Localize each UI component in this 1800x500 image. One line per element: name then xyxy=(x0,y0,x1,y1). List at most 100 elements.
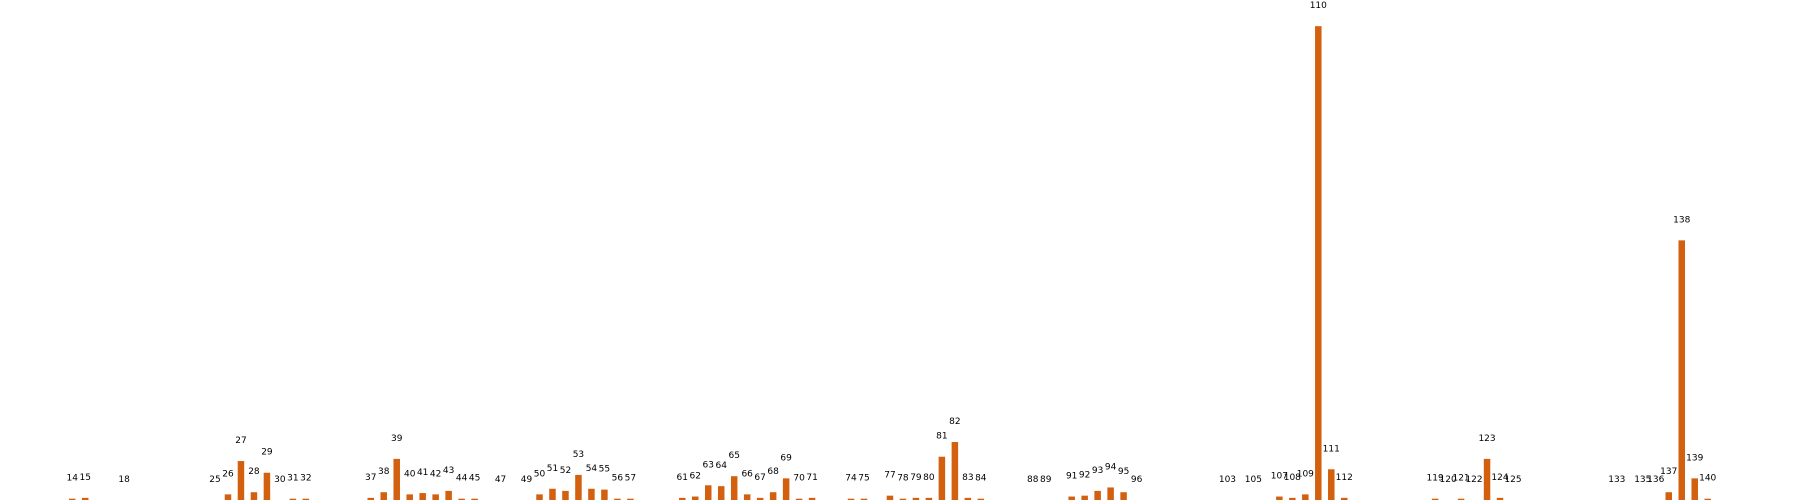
bar-label-103: 103 xyxy=(1219,475,1236,485)
bar-label-43: 43 xyxy=(443,466,454,476)
bar-label-15: 15 xyxy=(79,473,90,483)
bar-54 xyxy=(588,488,595,500)
bar-label-41: 41 xyxy=(417,468,428,478)
bar-83 xyxy=(964,497,972,500)
bar-label-79: 79 xyxy=(910,473,922,483)
bar-107 xyxy=(1276,496,1283,500)
bar-140 xyxy=(1704,498,1711,500)
bar-26 xyxy=(224,494,232,500)
bar-label-65: 65 xyxy=(728,451,739,461)
bar-77 xyxy=(886,495,894,500)
bar-label-47: 47 xyxy=(495,475,506,485)
bar-label-50: 50 xyxy=(534,469,546,479)
bar-139 xyxy=(1691,478,1698,500)
bar-84 xyxy=(977,498,985,500)
bar-label-112: 112 xyxy=(1336,473,1353,483)
bar-label-138: 138 xyxy=(1673,215,1690,225)
bar-label-64: 64 xyxy=(715,461,727,471)
bar-61 xyxy=(679,497,686,500)
bar-71 xyxy=(808,497,816,500)
bar-label-95: 95 xyxy=(1118,467,1129,477)
bar-51 xyxy=(549,488,556,500)
bar-label-74: 74 xyxy=(845,474,857,484)
bar-label-25: 25 xyxy=(209,475,220,485)
bar-label-71: 71 xyxy=(806,473,817,483)
bar-95 xyxy=(1120,492,1127,500)
bar-label-124: 124 xyxy=(1491,473,1508,483)
bar-label-136: 136 xyxy=(1647,475,1664,485)
bar-label-89: 89 xyxy=(1040,475,1052,485)
bar-label-120: 120 xyxy=(1440,475,1457,485)
bar-label-42: 42 xyxy=(430,469,441,479)
bar-15 xyxy=(81,497,89,500)
bar-label-26: 26 xyxy=(222,469,234,479)
bar-37 xyxy=(367,497,375,500)
bar-label-83: 83 xyxy=(962,473,973,483)
bar-43 xyxy=(445,490,452,500)
bar-80 xyxy=(925,497,933,500)
bar-39 xyxy=(393,458,400,500)
bar-67 xyxy=(756,497,764,500)
bar-label-31: 31 xyxy=(287,474,298,484)
bar-82 xyxy=(951,442,959,500)
bar-52 xyxy=(562,490,569,500)
bar-64 xyxy=(717,486,725,500)
bar-66 xyxy=(743,494,751,500)
bar-108 xyxy=(1289,497,1296,500)
bar-94 xyxy=(1107,487,1114,500)
bar-44 xyxy=(458,498,465,500)
bar-label-18: 18 xyxy=(118,475,130,485)
bar-label-119: 119 xyxy=(1427,474,1444,484)
bar-label-63: 63 xyxy=(703,460,714,470)
bar-label-140: 140 xyxy=(1699,474,1716,484)
bar-label-29: 29 xyxy=(261,448,273,458)
bar-38 xyxy=(380,492,387,500)
bar-74 xyxy=(847,498,855,500)
bar-label-28: 28 xyxy=(248,467,260,477)
bar-label-62: 62 xyxy=(690,472,701,482)
bar-label-44: 44 xyxy=(456,474,468,484)
bar-label-88: 88 xyxy=(1027,475,1039,485)
bar-29 xyxy=(263,472,271,500)
bar-112 xyxy=(1341,497,1348,500)
bar-109 xyxy=(1302,494,1309,500)
bar-111 xyxy=(1328,469,1335,500)
bar-label-75: 75 xyxy=(858,474,869,484)
bar-label-52: 52 xyxy=(560,466,571,476)
bar-69 xyxy=(782,478,790,500)
bar-79 xyxy=(912,497,920,500)
bar-31 xyxy=(289,498,297,500)
bar-label-110: 110 xyxy=(1310,1,1327,11)
bar-92 xyxy=(1081,495,1088,500)
bar-93 xyxy=(1094,490,1101,500)
bar-28 xyxy=(250,492,258,500)
bar-label-67: 67 xyxy=(754,473,765,483)
bar-63 xyxy=(704,485,712,500)
bar-label-121: 121 xyxy=(1452,474,1469,484)
bar-40 xyxy=(406,494,413,500)
bar-label-40: 40 xyxy=(404,469,416,479)
bar-label-78: 78 xyxy=(897,474,909,484)
bar-56 xyxy=(614,498,621,500)
bar-81 xyxy=(938,456,946,500)
bar-label-108: 108 xyxy=(1284,473,1301,483)
bar-label-84: 84 xyxy=(975,474,987,484)
bar-label-37: 37 xyxy=(365,473,376,483)
bar-label-61: 61 xyxy=(677,473,688,483)
bar-78 xyxy=(899,498,907,500)
bar-110 xyxy=(1315,26,1322,500)
bar-32 xyxy=(302,498,310,500)
bar-label-122: 122 xyxy=(1465,475,1482,485)
bar-50 xyxy=(536,494,543,500)
bar-57 xyxy=(627,498,634,500)
bar-41 xyxy=(419,493,426,500)
bar-label-133: 133 xyxy=(1608,475,1625,485)
bar-label-107: 107 xyxy=(1271,472,1288,482)
bar-label-70: 70 xyxy=(793,474,805,484)
bar-138 xyxy=(1678,240,1685,500)
bar-label-96: 96 xyxy=(1131,475,1143,485)
bar-label-49: 49 xyxy=(521,475,533,485)
bar-45 xyxy=(471,498,478,500)
bar-label-53: 53 xyxy=(573,450,584,460)
bar-42 xyxy=(432,494,439,500)
